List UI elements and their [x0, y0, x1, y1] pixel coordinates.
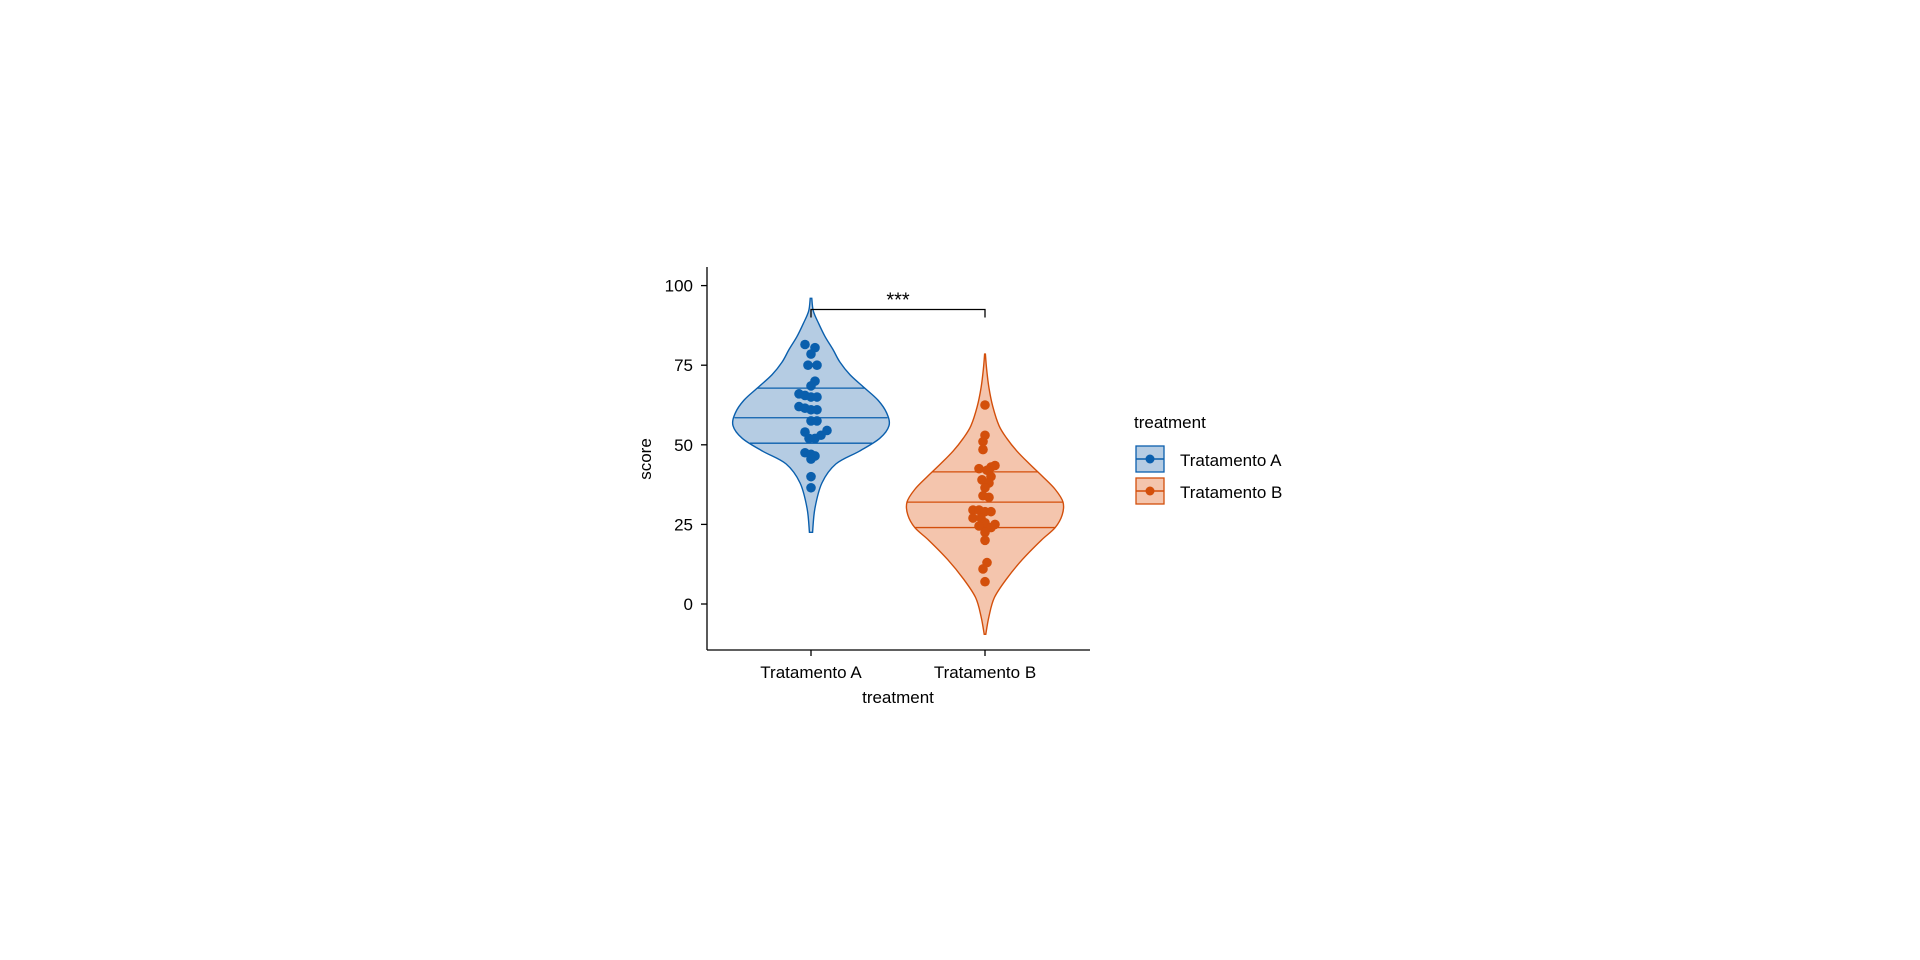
- legend: treatment Tratamento A Tratamento B: [1134, 413, 1282, 505]
- point-1-27: [806, 471, 816, 482]
- point-2-29: [980, 576, 990, 587]
- point-1-28: [806, 482, 816, 493]
- point-1-22: [810, 433, 820, 444]
- point-2-23: [974, 521, 984, 531]
- point-1-26: [806, 454, 816, 464]
- point-1-4: [803, 360, 813, 371]
- x-tick-label-2: Tratamento B: [934, 663, 1036, 682]
- legend-label-b: Tratamento B: [1180, 483, 1282, 502]
- point-1-1: [800, 339, 810, 350]
- significance-bracket: ***: [810, 289, 986, 318]
- point-2-18: [986, 506, 996, 517]
- y-tick-label-100: 100: [665, 277, 693, 296]
- significance-label: ***: [886, 289, 910, 311]
- y-tick-label-50: 50: [674, 436, 693, 455]
- legend-entry-a: Tratamento A: [1135, 445, 1282, 473]
- violin-1: [731, 297, 891, 534]
- point-2-7: [974, 463, 984, 474]
- point-1-11: [812, 392, 822, 402]
- point-1-5: [812, 360, 822, 371]
- point-2-1: [980, 400, 990, 410]
- points-layer: [794, 339, 1000, 587]
- violins-layer: [731, 297, 1065, 635]
- point-1-3: [806, 349, 816, 359]
- point-2-3: [978, 436, 988, 447]
- y-axis-ticks: 0 25 50 75 100: [665, 277, 707, 614]
- point-2-28: [978, 564, 988, 574]
- point-1-17: [812, 416, 822, 426]
- point-2-4: [978, 444, 988, 455]
- legend-label-a: Tratamento A: [1180, 451, 1282, 470]
- legend-entry-b: Tratamento B: [1135, 477, 1282, 505]
- point-2-12: [980, 482, 990, 493]
- legend-title: treatment: [1134, 413, 1206, 432]
- point-2-26: [980, 535, 990, 546]
- point-2-19: [968, 513, 978, 523]
- y-tick-label-25: 25: [674, 515, 693, 534]
- y-tick-label-0: 0: [684, 595, 693, 614]
- point-2-14: [984, 492, 994, 503]
- legend-marker-a: [1145, 454, 1155, 464]
- y-axis-title: score: [636, 438, 655, 480]
- point-1-7: [806, 381, 816, 391]
- y-tick-label-75: 75: [674, 356, 693, 375]
- x-axis-title: treatment: [862, 688, 934, 707]
- x-axis-ticks: Tratamento A Tratamento B: [760, 650, 1036, 682]
- x-tick-label-1: Tratamento A: [760, 663, 862, 682]
- legend-marker-b: [1145, 486, 1155, 496]
- point-2-25: [980, 527, 990, 538]
- point-1-15: [812, 404, 822, 415]
- significance-line: [810, 308, 986, 318]
